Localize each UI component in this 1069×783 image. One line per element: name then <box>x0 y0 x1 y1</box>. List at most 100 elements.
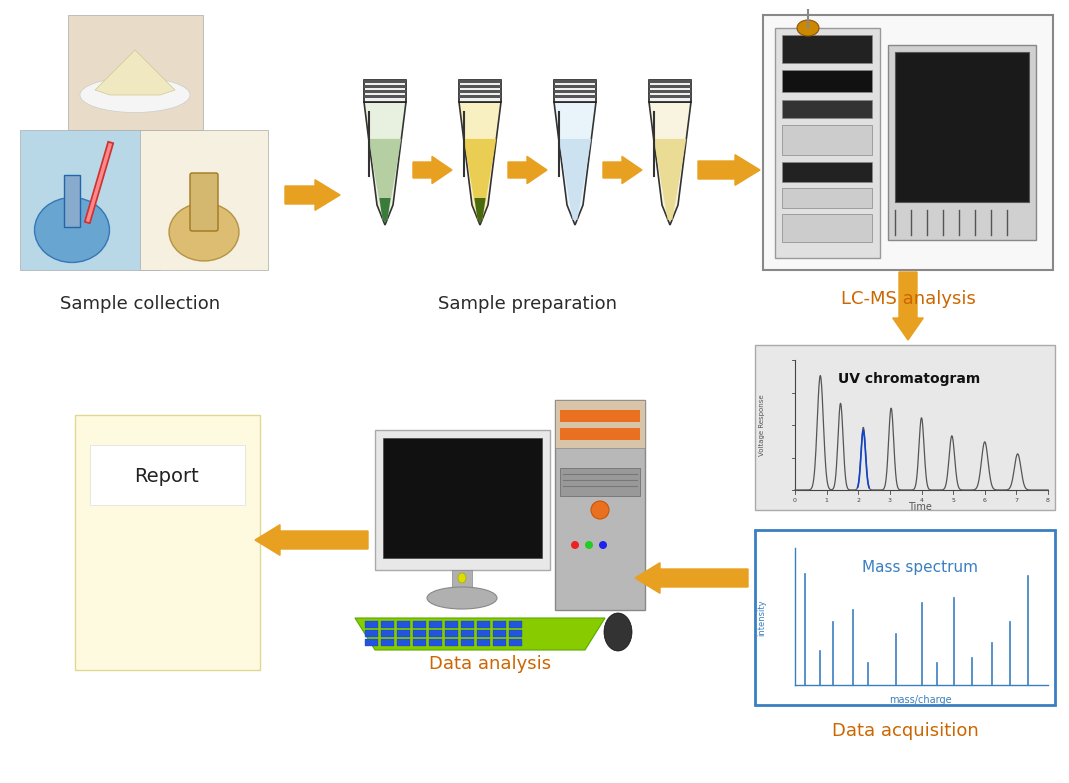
Polygon shape <box>95 50 175 95</box>
Bar <box>560 468 640 496</box>
Text: Sample preparation: Sample preparation <box>437 295 617 313</box>
Ellipse shape <box>427 587 497 609</box>
Bar <box>755 345 1055 510</box>
FancyArrow shape <box>893 272 924 340</box>
Circle shape <box>599 541 607 549</box>
Bar <box>365 630 378 637</box>
Polygon shape <box>653 139 686 220</box>
Bar <box>375 430 549 570</box>
Ellipse shape <box>797 20 819 36</box>
Bar <box>493 639 506 646</box>
Bar <box>429 621 441 628</box>
Bar <box>775 28 880 258</box>
Bar <box>554 80 597 83</box>
Text: Sample collection: Sample collection <box>60 295 220 313</box>
Bar <box>895 52 1029 202</box>
Text: Voltage Response: Voltage Response <box>759 394 765 456</box>
Bar <box>459 80 501 102</box>
Bar <box>68 15 203 130</box>
Ellipse shape <box>34 197 109 262</box>
Bar <box>783 188 872 208</box>
Bar <box>429 630 441 637</box>
FancyArrow shape <box>508 157 547 183</box>
Bar <box>554 90 597 93</box>
Bar <box>459 80 501 83</box>
Bar <box>365 90 406 93</box>
Bar <box>20 130 160 270</box>
Text: 7: 7 <box>1014 498 1019 503</box>
Bar <box>365 95 406 98</box>
Bar <box>649 80 691 102</box>
Bar <box>649 90 691 93</box>
Bar <box>365 639 378 646</box>
Text: LC-MS analysis: LC-MS analysis <box>840 290 975 308</box>
Polygon shape <box>649 102 691 225</box>
Text: 6: 6 <box>982 498 987 503</box>
Bar <box>90 445 245 505</box>
Bar <box>783 162 872 182</box>
Bar <box>461 639 474 646</box>
FancyArrow shape <box>635 563 748 594</box>
Bar <box>413 639 427 646</box>
FancyArrow shape <box>255 525 368 555</box>
Ellipse shape <box>80 78 190 113</box>
Text: Data analysis: Data analysis <box>429 655 551 673</box>
Bar <box>140 130 268 270</box>
Text: Time: Time <box>908 502 932 512</box>
Bar <box>365 85 406 88</box>
Bar <box>64 175 80 227</box>
Bar <box>429 639 441 646</box>
Bar <box>75 415 260 670</box>
FancyArrow shape <box>285 180 340 211</box>
Bar <box>477 639 490 646</box>
Text: Mass spectrum: Mass spectrum <box>862 560 978 575</box>
Text: UV chromatogram: UV chromatogram <box>838 372 980 386</box>
Bar <box>397 639 410 646</box>
Polygon shape <box>554 102 597 225</box>
Bar <box>397 630 410 637</box>
Ellipse shape <box>591 501 609 519</box>
Bar <box>365 621 378 628</box>
Bar <box>555 400 645 610</box>
FancyBboxPatch shape <box>190 173 218 231</box>
Bar <box>509 639 522 646</box>
Bar <box>555 400 645 448</box>
FancyArrow shape <box>603 157 642 183</box>
Bar <box>560 410 640 422</box>
Polygon shape <box>559 139 591 220</box>
Polygon shape <box>475 198 485 222</box>
Bar <box>445 639 458 646</box>
FancyArrow shape <box>413 157 452 183</box>
Bar <box>763 15 1053 270</box>
Bar <box>783 100 872 118</box>
Bar <box>445 630 458 637</box>
Text: intensity: intensity <box>758 600 766 637</box>
Bar <box>413 630 427 637</box>
Bar <box>413 621 427 628</box>
Polygon shape <box>464 139 496 220</box>
Bar <box>477 630 490 637</box>
Text: 2: 2 <box>856 498 861 503</box>
Ellipse shape <box>458 573 466 583</box>
Bar <box>649 85 691 88</box>
Text: Report: Report <box>135 467 200 485</box>
Ellipse shape <box>604 613 632 651</box>
Bar <box>493 630 506 637</box>
Bar <box>509 630 522 637</box>
Polygon shape <box>365 102 406 225</box>
Text: 3: 3 <box>888 498 892 503</box>
Bar <box>554 85 597 88</box>
Bar <box>461 621 474 628</box>
Bar <box>452 570 472 592</box>
Bar <box>783 35 872 63</box>
Bar <box>755 530 1055 705</box>
Text: 5: 5 <box>951 498 955 503</box>
Bar <box>461 630 474 637</box>
Bar <box>365 80 406 83</box>
Bar <box>383 438 542 558</box>
Bar <box>381 639 394 646</box>
Bar <box>888 45 1036 240</box>
Bar <box>459 90 501 93</box>
Polygon shape <box>369 139 401 220</box>
Bar <box>783 214 872 242</box>
